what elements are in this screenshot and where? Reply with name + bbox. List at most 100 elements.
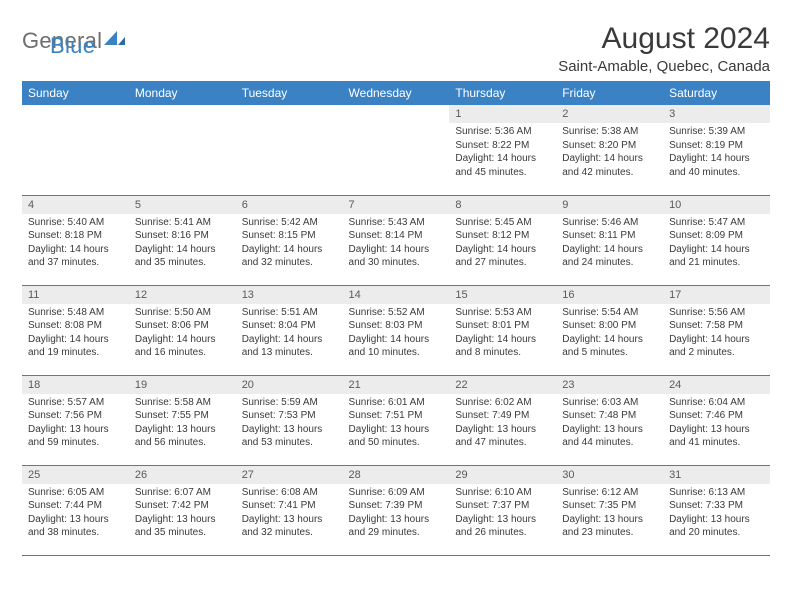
day-body: Sunrise: 5:56 AMSunset: 7:58 PMDaylight:…: [663, 304, 770, 364]
sunset-text: Sunset: 8:15 PM: [242, 229, 337, 243]
day-body: Sunrise: 6:03 AMSunset: 7:48 PMDaylight:…: [556, 394, 663, 454]
sunrise-text: Sunrise: 6:09 AM: [349, 486, 444, 500]
sunrise-text: Sunrise: 5:59 AM: [242, 396, 337, 410]
calendar-day-cell: 22Sunrise: 6:02 AMSunset: 7:49 PMDayligh…: [449, 375, 556, 465]
day-number: 24: [663, 376, 770, 394]
sunset-text: Sunset: 8:04 PM: [242, 319, 337, 333]
daylight-text: Daylight: 13 hours and 44 minutes.: [562, 423, 657, 450]
calendar-day-cell: 29Sunrise: 6:10 AMSunset: 7:37 PMDayligh…: [449, 465, 556, 555]
daylight-text: Daylight: 13 hours and 23 minutes.: [562, 513, 657, 540]
daylight-text: Daylight: 13 hours and 29 minutes.: [349, 513, 444, 540]
sunrise-text: Sunrise: 5:48 AM: [28, 306, 123, 320]
sunset-text: Sunset: 7:39 PM: [349, 499, 444, 513]
day-body: Sunrise: 5:42 AMSunset: 8:15 PMDaylight:…: [236, 214, 343, 274]
day-number: 13: [236, 286, 343, 304]
sunrise-text: Sunrise: 5:52 AM: [349, 306, 444, 320]
day-body: Sunrise: 6:12 AMSunset: 7:35 PMDaylight:…: [556, 484, 663, 544]
sunrise-text: Sunrise: 5:40 AM: [28, 216, 123, 230]
day-body: Sunrise: 5:54 AMSunset: 8:00 PMDaylight:…: [556, 304, 663, 364]
sunset-text: Sunset: 7:42 PM: [135, 499, 230, 513]
sunrise-text: Sunrise: 6:02 AM: [455, 396, 550, 410]
calendar-day-cell: 18Sunrise: 5:57 AMSunset: 7:56 PMDayligh…: [22, 375, 129, 465]
daylight-text: Daylight: 14 hours and 10 minutes.: [349, 333, 444, 360]
calendar-day-cell: 25Sunrise: 6:05 AMSunset: 7:44 PMDayligh…: [22, 465, 129, 555]
sunrise-text: Sunrise: 6:05 AM: [28, 486, 123, 500]
day-number: 3: [663, 105, 770, 123]
calendar-day-cell: 8Sunrise: 5:45 AMSunset: 8:12 PMDaylight…: [449, 195, 556, 285]
calendar-day-cell: 10Sunrise: 5:47 AMSunset: 8:09 PMDayligh…: [663, 195, 770, 285]
title-block: August 2024 Saint-Amable, Quebec, Canada: [558, 22, 770, 75]
daylight-text: Daylight: 13 hours and 26 minutes.: [455, 513, 550, 540]
calendar-day-cell: .: [236, 105, 343, 195]
day-body: Sunrise: 5:53 AMSunset: 8:01 PMDaylight:…: [449, 304, 556, 364]
day-body: Sunrise: 5:59 AMSunset: 7:53 PMDaylight:…: [236, 394, 343, 454]
calendar-day-cell: 21Sunrise: 6:01 AMSunset: 7:51 PMDayligh…: [343, 375, 450, 465]
day-number: 27: [236, 466, 343, 484]
day-body: Sunrise: 6:10 AMSunset: 7:37 PMDaylight:…: [449, 484, 556, 544]
daylight-text: Daylight: 13 hours and 56 minutes.: [135, 423, 230, 450]
sunset-text: Sunset: 7:33 PM: [669, 499, 764, 513]
sunrise-text: Sunrise: 6:12 AM: [562, 486, 657, 500]
day-number: 1: [449, 105, 556, 123]
day-body: Sunrise: 6:07 AMSunset: 7:42 PMDaylight:…: [129, 484, 236, 544]
dow-wednesday: Wednesday: [343, 81, 450, 105]
day-number: 6: [236, 196, 343, 214]
sunset-text: Sunset: 7:51 PM: [349, 409, 444, 423]
sunset-text: Sunset: 8:03 PM: [349, 319, 444, 333]
sunset-text: Sunset: 8:08 PM: [28, 319, 123, 333]
calendar-day-cell: 3Sunrise: 5:39 AMSunset: 8:19 PMDaylight…: [663, 105, 770, 195]
calendar-week-row: 25Sunrise: 6:05 AMSunset: 7:44 PMDayligh…: [22, 465, 770, 555]
day-body: Sunrise: 5:57 AMSunset: 7:56 PMDaylight:…: [22, 394, 129, 454]
calendar-day-cell: 31Sunrise: 6:13 AMSunset: 7:33 PMDayligh…: [663, 465, 770, 555]
daylight-text: Daylight: 14 hours and 24 minutes.: [562, 243, 657, 270]
daylight-text: Daylight: 13 hours and 53 minutes.: [242, 423, 337, 450]
calendar-day-cell: 6Sunrise: 5:42 AMSunset: 8:15 PMDaylight…: [236, 195, 343, 285]
day-body: Sunrise: 6:08 AMSunset: 7:41 PMDaylight:…: [236, 484, 343, 544]
sunrise-text: Sunrise: 5:42 AM: [242, 216, 337, 230]
sunset-text: Sunset: 7:48 PM: [562, 409, 657, 423]
calendar-day-cell: 27Sunrise: 6:08 AMSunset: 7:41 PMDayligh…: [236, 465, 343, 555]
sunrise-text: Sunrise: 6:04 AM: [669, 396, 764, 410]
sunrise-text: Sunrise: 5:36 AM: [455, 125, 550, 139]
daylight-text: Daylight: 13 hours and 32 minutes.: [242, 513, 337, 540]
day-body: Sunrise: 6:09 AMSunset: 7:39 PMDaylight:…: [343, 484, 450, 544]
daylight-text: Daylight: 14 hours and 35 minutes.: [135, 243, 230, 270]
sunset-text: Sunset: 7:53 PM: [242, 409, 337, 423]
sunrise-text: Sunrise: 5:45 AM: [455, 216, 550, 230]
daylight-text: Daylight: 14 hours and 27 minutes.: [455, 243, 550, 270]
calendar-day-cell: 19Sunrise: 5:58 AMSunset: 7:55 PMDayligh…: [129, 375, 236, 465]
sunset-text: Sunset: 8:00 PM: [562, 319, 657, 333]
sunset-text: Sunset: 8:22 PM: [455, 139, 550, 153]
day-number: 5: [129, 196, 236, 214]
sunset-text: Sunset: 7:46 PM: [669, 409, 764, 423]
logo-sail-icon: [104, 29, 126, 54]
day-body: Sunrise: 5:43 AMSunset: 8:14 PMDaylight:…: [343, 214, 450, 274]
sunrise-text: Sunrise: 5:47 AM: [669, 216, 764, 230]
daylight-text: Daylight: 14 hours and 21 minutes.: [669, 243, 764, 270]
sunrise-text: Sunrise: 5:56 AM: [669, 306, 764, 320]
daylight-text: Daylight: 14 hours and 30 minutes.: [349, 243, 444, 270]
daylight-text: Daylight: 13 hours and 38 minutes.: [28, 513, 123, 540]
day-body: Sunrise: 5:58 AMSunset: 7:55 PMDaylight:…: [129, 394, 236, 454]
day-number: 16: [556, 286, 663, 304]
daylight-text: Daylight: 14 hours and 5 minutes.: [562, 333, 657, 360]
day-body: Sunrise: 5:40 AMSunset: 8:18 PMDaylight:…: [22, 214, 129, 274]
calendar-day-cell: 20Sunrise: 5:59 AMSunset: 7:53 PMDayligh…: [236, 375, 343, 465]
calendar-day-cell: 17Sunrise: 5:56 AMSunset: 7:58 PMDayligh…: [663, 285, 770, 375]
sunset-text: Sunset: 8:06 PM: [135, 319, 230, 333]
sunrise-text: Sunrise: 5:51 AM: [242, 306, 337, 320]
calendar-day-cell: 11Sunrise: 5:48 AMSunset: 8:08 PMDayligh…: [22, 285, 129, 375]
sunset-text: Sunset: 8:01 PM: [455, 319, 550, 333]
dow-tuesday: Tuesday: [236, 81, 343, 105]
calendar-day-cell: 14Sunrise: 5:52 AMSunset: 8:03 PMDayligh…: [343, 285, 450, 375]
day-number: 12: [129, 286, 236, 304]
daylight-text: Daylight: 13 hours and 20 minutes.: [669, 513, 764, 540]
day-number: 11: [22, 286, 129, 304]
daylight-text: Daylight: 13 hours and 59 minutes.: [28, 423, 123, 450]
daylight-text: Daylight: 13 hours and 35 minutes.: [135, 513, 230, 540]
daylight-text: Daylight: 14 hours and 13 minutes.: [242, 333, 337, 360]
sunset-text: Sunset: 8:14 PM: [349, 229, 444, 243]
sunset-text: Sunset: 8:18 PM: [28, 229, 123, 243]
daylight-text: Daylight: 14 hours and 37 minutes.: [28, 243, 123, 270]
day-number: 20: [236, 376, 343, 394]
